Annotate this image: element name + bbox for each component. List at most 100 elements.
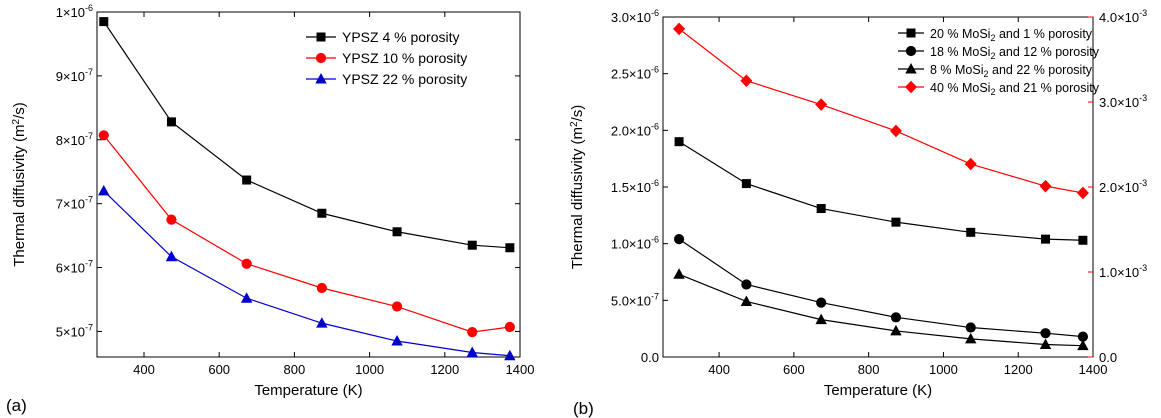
- x-tick-label: 800: [284, 362, 306, 377]
- data-point-2: [165, 250, 178, 262]
- y-axis-label-tail: /s): [569, 105, 586, 122]
- data-point-0: [816, 204, 826, 214]
- y-tick-label-mantissa: 1.0×10: [611, 237, 651, 252]
- legend-label-1: YPSZ 10 % porosity: [342, 50, 467, 66]
- data-point-2: [965, 332, 977, 344]
- data-point-0: [891, 217, 901, 227]
- legend-label-post: and 12 % porosity: [995, 45, 1099, 59]
- legend-label-post: and 21 % porosity: [995, 81, 1099, 95]
- series-line-1: [103, 134, 510, 333]
- plot-frame: [96, 11, 521, 358]
- y-tick-label-mantissa: 5×10: [56, 324, 85, 339]
- y2-tick-label-mantissa: 3.0×10: [1099, 95, 1139, 110]
- data-point-3: [815, 98, 828, 111]
- y-tick-label-exponent: -6: [85, 3, 93, 13]
- series-line-2: [103, 190, 510, 357]
- legend-label-sub: 2: [990, 33, 995, 43]
- data-point-2: [890, 324, 902, 336]
- legend-marker-0: [316, 32, 326, 42]
- legend-marker-1: [315, 52, 327, 64]
- data-point-1: [98, 130, 109, 141]
- y2-tick-label: 4.0×10-3: [1099, 8, 1147, 25]
- data-point-3: [1039, 179, 1052, 193]
- data-point-2: [740, 295, 753, 306]
- data-point-3: [673, 22, 686, 36]
- y-tick-label: 2.5×10-6: [611, 65, 659, 82]
- data-point-3: [1076, 186, 1089, 200]
- y-tick-label-exponent: -7: [85, 195, 93, 205]
- data-point-1: [166, 214, 177, 225]
- data-point-2: [316, 317, 328, 328]
- data-point-0: [467, 240, 477, 250]
- data-point-2: [1039, 338, 1052, 350]
- data-point-2: [815, 313, 827, 325]
- series-line-2: [678, 273, 1083, 347]
- y-tick-label-exponent: -7: [85, 67, 93, 77]
- data-point-0: [1078, 235, 1088, 245]
- data-point-0: [966, 227, 976, 237]
- y-tick-label: 2.0×10-6: [611, 121, 659, 138]
- y-tick-label-mantissa: 2.0×10: [611, 123, 651, 138]
- legend-label-pre: 18 % MoSi: [930, 45, 990, 59]
- x-axis-label: Temperature (K): [254, 382, 362, 399]
- x-tick-label: 600: [783, 362, 805, 377]
- data-point-1: [391, 301, 403, 312]
- x-tick-label: 1400: [1079, 362, 1108, 377]
- data-point-2: [504, 349, 516, 361]
- data-point-1: [241, 258, 252, 269]
- y-axis-label: Thermal diffusivity (m2/s): [569, 105, 586, 270]
- x-tick-label: 1400: [506, 362, 535, 377]
- x-tick-label: 1200: [430, 362, 459, 377]
- x-axis-label: Temperature (K): [824, 382, 932, 399]
- y-tick-label-exponent: -6: [651, 8, 659, 18]
- y-tick-label: 5×10-7: [56, 322, 93, 339]
- data-point-1: [741, 279, 752, 290]
- legend-label-pre: 8 % MoSi: [930, 63, 984, 77]
- x-tick-label: 600: [208, 362, 230, 377]
- y-tick-label-exponent: -7: [85, 322, 93, 332]
- data-point-0: [99, 17, 109, 27]
- legend-label-post: and 22 % porosity: [989, 63, 1093, 77]
- legend-label-3: 40 % MoSi2 and 21 % porosity: [930, 81, 1100, 97]
- legend-label-0: 20 % MoSi2 and 1 % porosity: [930, 27, 1093, 43]
- y-tick-label: 3.0×10-6: [611, 8, 659, 25]
- y2-tick-label-mantissa: 2.0×10: [1099, 180, 1139, 195]
- data-point-0: [166, 117, 176, 127]
- data-point-0: [392, 227, 402, 237]
- y2-tick-label: 2.0×10-3: [1099, 178, 1147, 195]
- legend-label-pre: 40 % MoSi: [930, 81, 990, 95]
- y-tick-label-exponent: -6: [651, 235, 659, 245]
- data-point-2: [466, 346, 478, 358]
- data-point-2: [240, 292, 253, 303]
- chart-b: 400 600 800 1000 1200 14000.05.0×10-71.0×10-6…: [569, 8, 1147, 418]
- y-tick-label-exponent: -7: [85, 131, 93, 141]
- data-point-1: [316, 282, 327, 294]
- legend-marker-3: [905, 80, 917, 94]
- y-tick-label-mantissa: 1×10: [56, 5, 85, 20]
- y-tick-label: 9×10-7: [56, 67, 93, 84]
- data-point-2: [391, 335, 403, 346]
- y-tick-label-exponent: -7: [651, 291, 659, 301]
- y2-tick-label: 0.0: [1099, 350, 1117, 365]
- data-point-1: [504, 321, 515, 333]
- legend-label-2: 8 % MoSi2 and 22 % porosity: [930, 63, 1093, 79]
- y-tick-label-mantissa: 2.5×10: [611, 67, 651, 82]
- y2-tick-label-exponent: -3: [1139, 8, 1147, 18]
- legend-label-post: and 1 % porosity: [995, 27, 1092, 41]
- x-tick-label: 1200: [1004, 362, 1033, 377]
- y2-tick-label-exponent: -3: [1139, 93, 1147, 103]
- y-tick-label: 1.5×10-6: [611, 178, 659, 195]
- y-tick-label: 1.0×10-6: [611, 235, 659, 252]
- legend-label-pre: 20 % MoSi: [930, 27, 990, 41]
- data-point-1: [467, 326, 478, 338]
- data-point-1: [1040, 328, 1051, 339]
- y2-tick-label: 1.0×10-3: [1099, 263, 1147, 280]
- legend-marker-2: [905, 63, 917, 74]
- series-line-0: [678, 141, 1083, 241]
- data-point-0: [741, 179, 751, 189]
- chart-a: 400 600 800 1000 1200 14005×10-76×10-77×10-78…: [6, 3, 534, 415]
- data-point-3: [889, 124, 902, 138]
- data-point-2: [98, 184, 110, 196]
- y-tick-label-mantissa: 9×10: [56, 69, 85, 84]
